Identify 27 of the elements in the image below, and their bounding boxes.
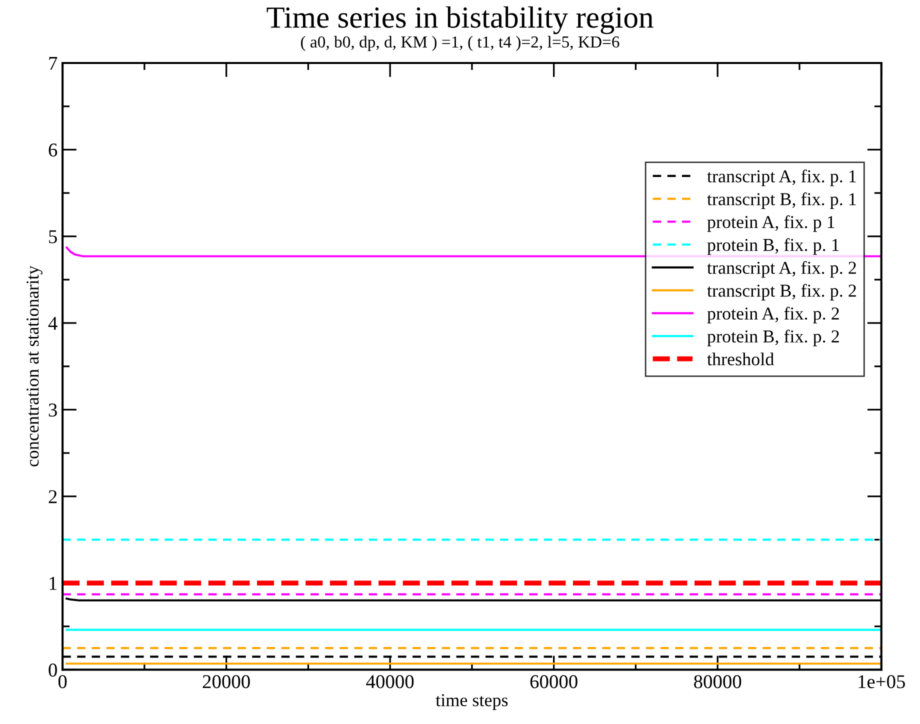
y-tick-label: 0 (48, 664, 57, 677)
y-axis-title: concentration at stationarity (26, 266, 42, 466)
x-tick-label: 40000 (366, 675, 414, 688)
x-tick-label: 0 (58, 675, 67, 688)
legend-label: transcript B, fix. p. 2 (707, 284, 856, 300)
x-tick-label: 80000 (694, 675, 742, 688)
y-tick-label: 6 (48, 144, 58, 157)
legend-label: protein B, fix. p. 2 (707, 330, 839, 346)
chart-title: Time series in bistability region (266, 6, 654, 34)
legend-label: transcript A, fix. p. 1 (707, 170, 856, 186)
legend-label: transcript A, fix. p. 2 (707, 261, 856, 278)
y-tick-label: 4 (48, 316, 58, 330)
y-tick-label: 1 (50, 576, 57, 590)
x-tick-label: 60000 (530, 675, 578, 688)
y-tick-label: 2 (48, 490, 57, 504)
legend-label: threshold (707, 352, 774, 366)
y-tick-label: 5 (49, 230, 57, 244)
legend-label: protein A, fix. p. 2 (707, 306, 839, 324)
x-tick-label: 1e+05 (858, 675, 905, 688)
y-tick-label: 3 (48, 404, 57, 417)
x-axis-title: time steps (436, 694, 508, 710)
legend-label: protein A, fix. p 1 (707, 215, 834, 232)
chart-subtitle: ( a0, b0, dp, d, KM ) =1, ( t1, t4 )=2, l=5, KD=6 (300, 36, 620, 51)
y-tick-label: 7 (49, 57, 58, 70)
x-tick-label: 20000 (202, 675, 250, 688)
legend-label: protein B, fix. p. 1 (707, 238, 839, 255)
legend-label: transcript B, fix. p. 1 (707, 192, 856, 209)
